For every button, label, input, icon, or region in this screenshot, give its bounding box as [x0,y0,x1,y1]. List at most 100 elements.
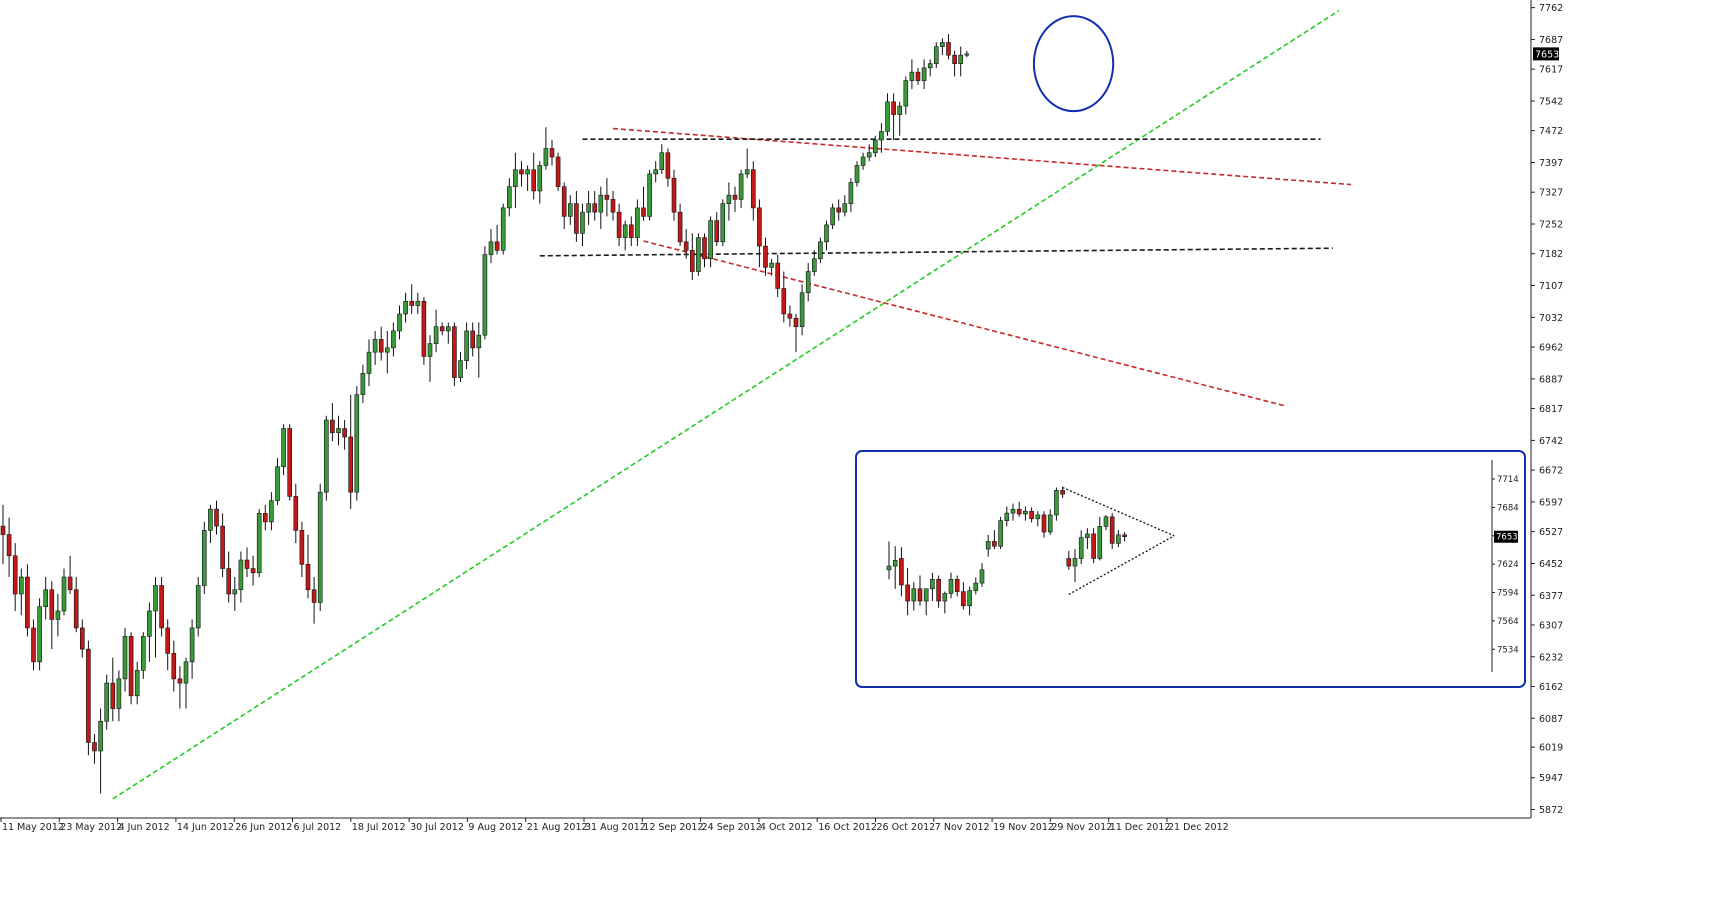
candle-body [647,173,652,217]
candle-body [696,237,701,272]
inset-candle-body [1010,508,1016,514]
candle-body [897,105,903,115]
inset-candle-19 [1004,506,1010,527]
price-tick-label: 6019 [1539,743,1563,754]
inset-candle-body [911,588,917,602]
inset-candle-33 [1091,528,1096,564]
price-tick-label: 6377 [1539,591,1563,602]
price-tick-label: 6887 [1539,374,1563,385]
candle-body [482,254,488,336]
inset-candle-36 [1109,513,1115,550]
candle-body [360,373,366,395]
inset-candle-body [985,541,991,550]
price-tick-label: 6817 [1539,404,1563,415]
candle-body [567,203,573,217]
candle-body [866,152,872,158]
inset-candle-0 [886,541,892,580]
candle-body [750,169,756,209]
candle-body [525,169,530,175]
inset-candle-body [892,560,898,567]
inset-candle-20 [1010,503,1016,521]
inset-candle-body [923,588,929,602]
candle-128 [781,271,787,323]
candle-26 [159,577,164,637]
candle-76 [464,322,469,370]
price-tick-label: 6742 [1539,436,1563,447]
candle-body [238,559,244,591]
candle-body [336,428,341,434]
candle-103 [628,216,634,247]
candle-65 [397,305,402,340]
candle-body [641,207,646,217]
candle-body [543,148,549,166]
candle-body [128,636,134,697]
inset-candle-35 [1103,514,1109,531]
candle-104 [635,199,640,247]
candle-body [104,682,109,722]
candle-body [73,589,79,629]
inset-price-tick-label: 7714 [1497,475,1519,485]
candle-body [586,203,591,213]
candle-18 [110,657,116,722]
candle-body [671,177,677,213]
candle-body [256,513,262,574]
candle-12 [73,577,79,633]
candle-121 [738,169,744,208]
trendline-upper-channel [612,127,1352,186]
inset-candle-23 [1029,507,1034,523]
candle-body [330,419,335,434]
time-tick-label: 19 Nov 2012 [993,822,1054,833]
candle-87 [531,152,537,200]
candle-body [378,339,384,353]
inset-candle-16 [985,534,991,557]
candle-92 [561,182,567,230]
inset-candle-30 [1072,549,1078,583]
inset-candle-body [1116,534,1121,544]
inset-candle-body [899,558,904,586]
inset-candle-body [979,569,985,584]
inset-candle-12 [961,582,966,610]
candle-112 [683,229,689,259]
candle-67 [409,284,415,314]
inset-candle-10 [948,572,954,599]
candle-79 [482,246,488,340]
inset-candle-34 [1097,516,1103,561]
candle-body [824,224,829,243]
triangle-upper-line [1062,486,1175,537]
inset-candle-body [1029,510,1034,520]
candle-body [25,576,30,629]
candle-38 [232,577,238,611]
inset-candle-body [961,591,966,607]
candle-body [299,530,305,565]
candle-body [763,245,768,268]
inset-candle-24 [1035,511,1041,527]
candle-body [116,678,122,709]
candle-106 [647,169,652,221]
candle-52 [317,483,323,611]
last-price-label: 7653 [1535,49,1559,60]
candle-81 [494,224,500,255]
inset-price-tick-label: 7594 [1497,589,1519,599]
candle-body [677,211,683,243]
candle-body [37,606,42,663]
inset-candle-17 [992,530,997,550]
candle-body [720,203,726,243]
candle-body [738,173,744,200]
candle-119 [726,182,732,221]
candle-body [549,148,555,158]
candle-60 [366,339,372,387]
candle-body [598,194,604,213]
candle-136 [830,203,835,230]
candle-body [305,563,311,591]
inset-candle-body [942,593,948,602]
candle-body [519,169,524,175]
candle-94 [574,190,579,242]
candle-102 [622,220,628,251]
candle-133 [811,250,817,276]
candle-body [281,428,286,468]
inset-candle-body [948,578,954,594]
price-tick-label: 6527 [1539,527,1563,538]
candle-61 [372,330,378,365]
candle-0 [0,504,6,565]
candle-body [269,500,274,523]
